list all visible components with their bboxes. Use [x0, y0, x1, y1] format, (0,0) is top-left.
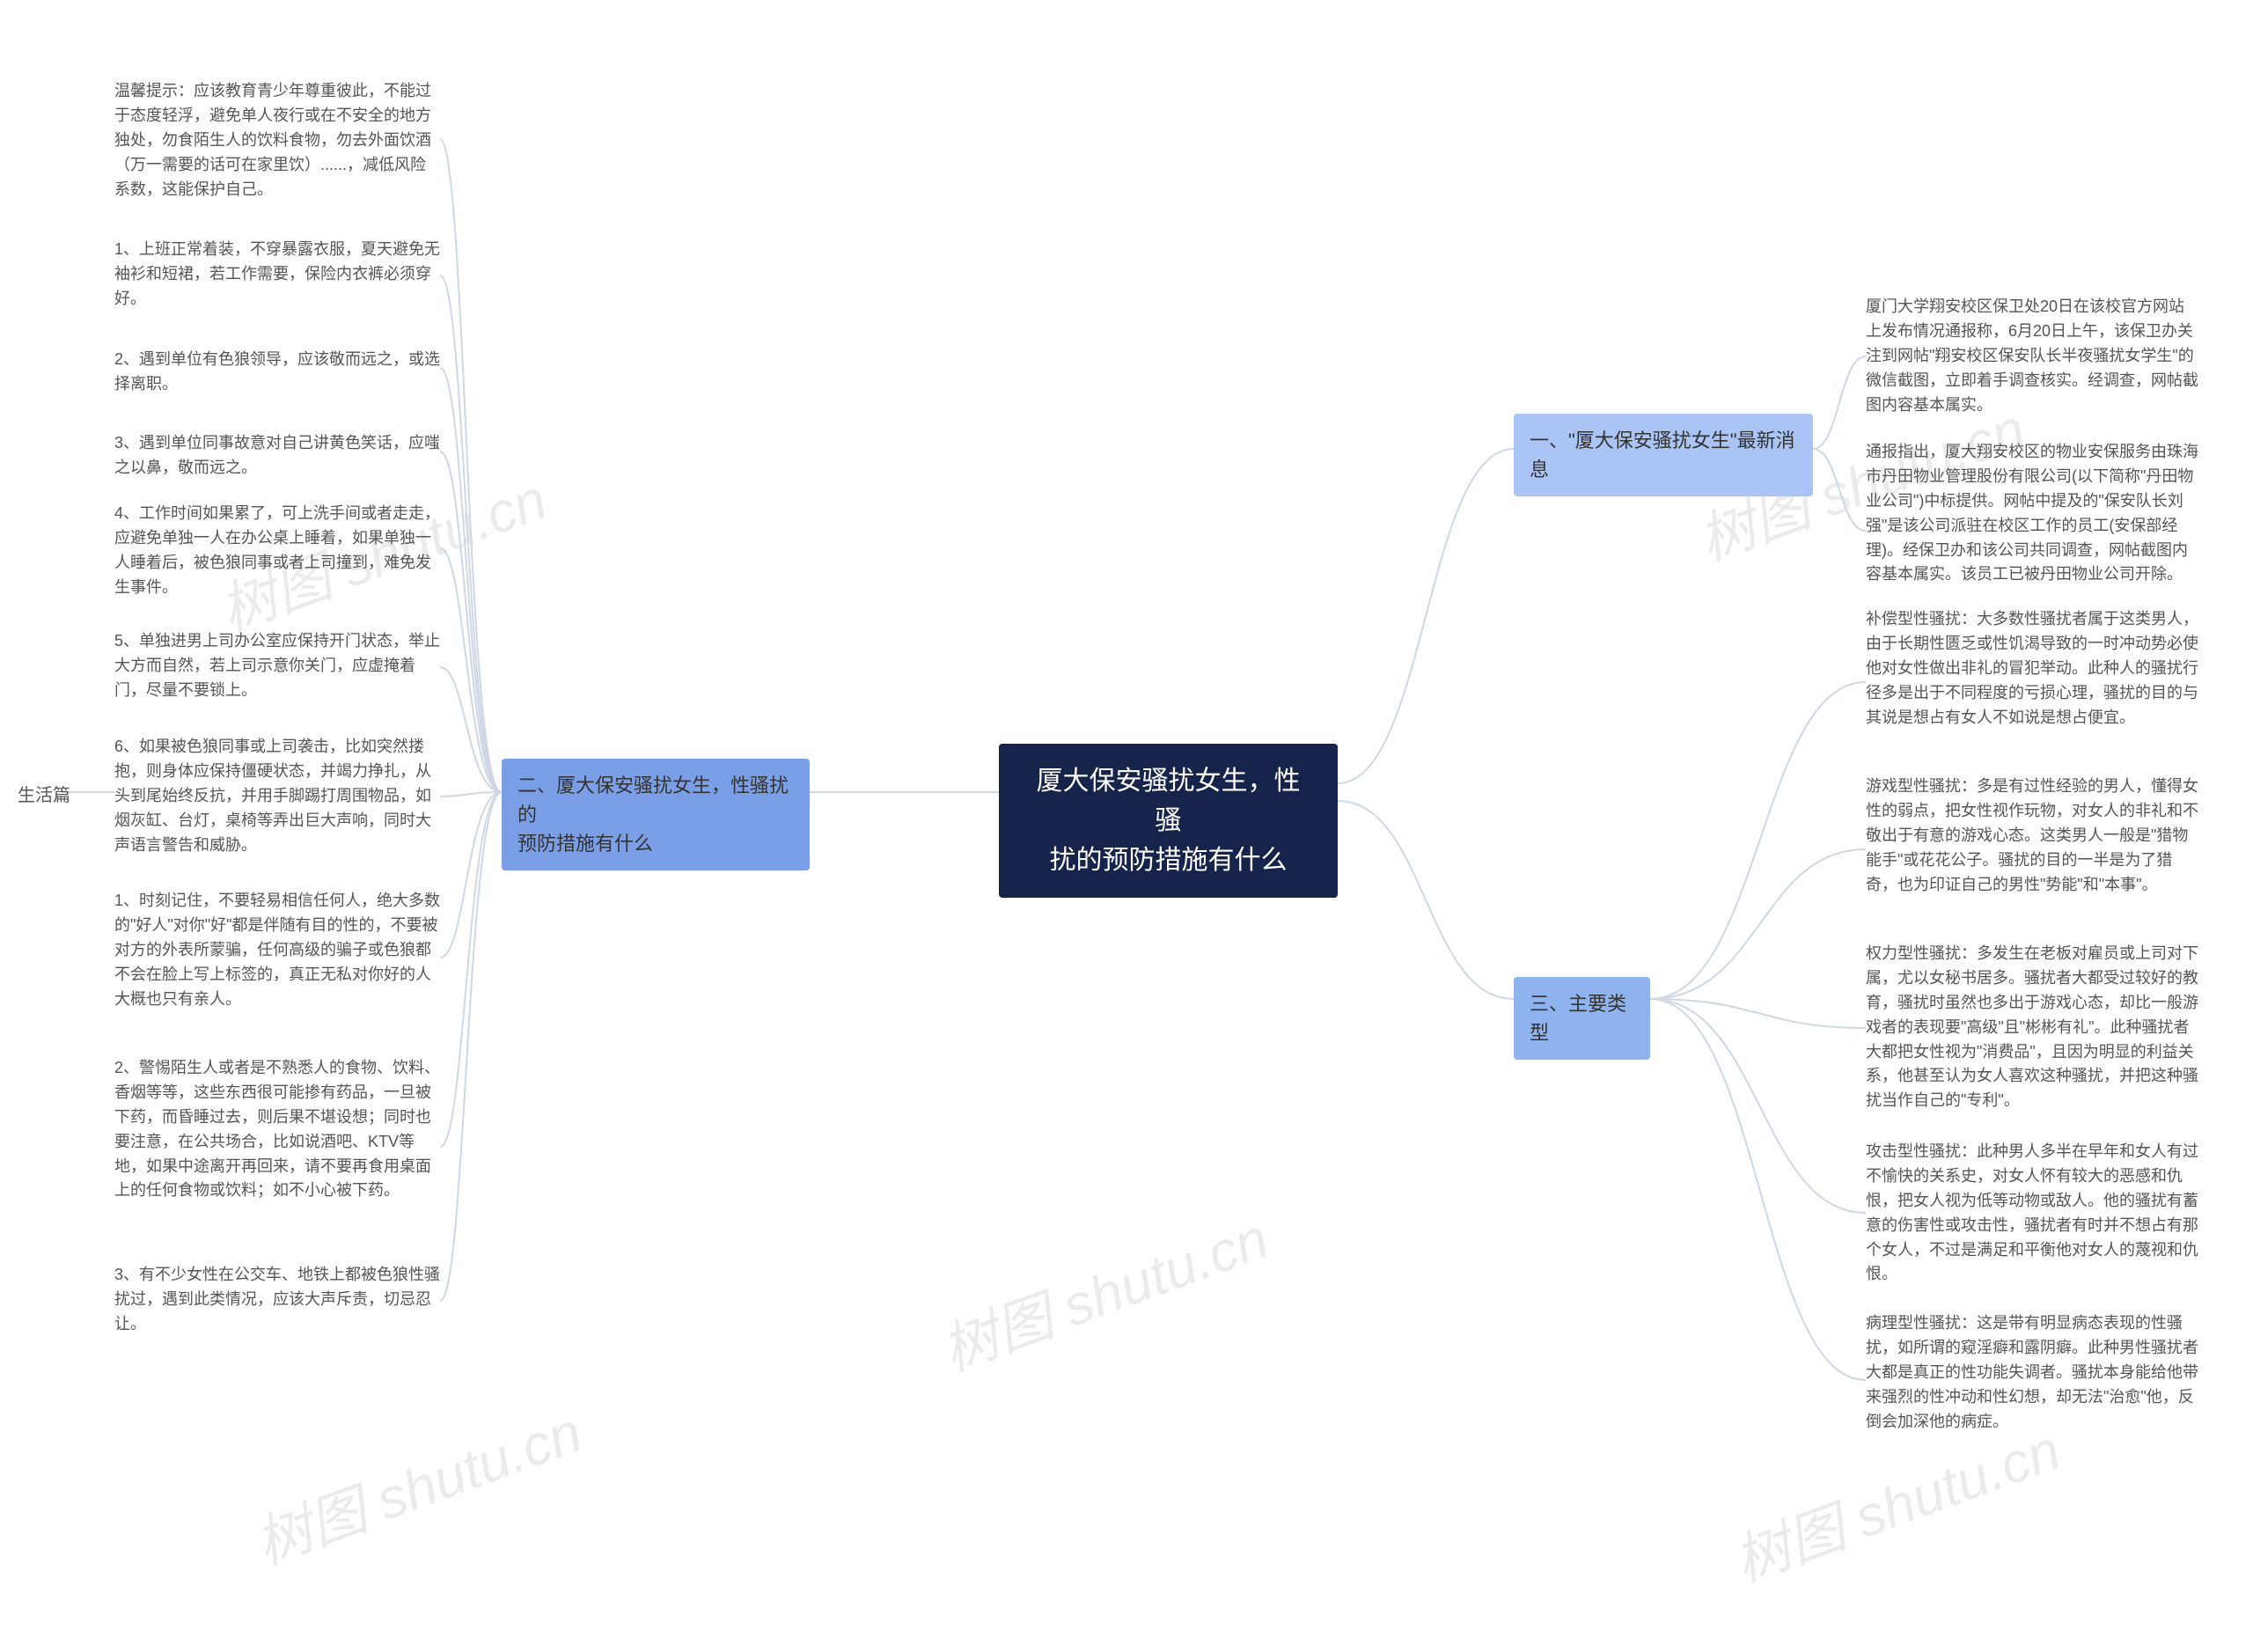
branch-2-leaf-4: 3、遇到单位同事故意对自己讲黄色笑话，应嗤之以鼻，敬而远之。: [114, 431, 440, 481]
branch-1-leaf-1: 厦门大学翔安校区保卫处20日在该校官方网站上发布情况通报称，6月20日上午，该保…: [1866, 295, 2200, 417]
branch-2-leaf-1: 温馨提示：应该教育青少年尊重彼此，不能过于态度轻浮，避免单人夜行或在不安全的地方…: [114, 79, 440, 202]
branch-2-leaf-9: 2、警惕陌生人或者是不熟悉人的食物、饮料、香烟等等，这些东西很可能掺有药品，一旦…: [114, 1056, 440, 1203]
branch-1-line1: 一、"厦大保安骚扰女生"最新消: [1530, 426, 1797, 455]
life-label: 生活篇: [9, 782, 70, 810]
mindmap-root: 厦大保安骚扰女生，性骚 扰的预防措施有什么: [999, 744, 1338, 898]
branch-2-leaf-8: 1、时刻记住，不要轻易相信任何人，绝大多数的"好人"对你"好"都是伴随有目的性的…: [114, 889, 440, 1011]
branch-2-leaf-3: 2、遇到单位有色狼领导，应该敬而远之，或选择离职。: [114, 348, 440, 397]
branch-3-leaf-2: 游戏型性骚扰：多是有过性经验的男人，懂得女性的弱点，把女性视作玩物，对女人的非礼…: [1866, 775, 2200, 897]
branch-3-leaf-5: 病理型性骚扰：这是带有明显病态表现的性骚扰，如所谓的窥淫癖和露阴癖。此种男性骚扰…: [1866, 1311, 2200, 1434]
branch-2-line2: 预防措施有什么: [517, 829, 794, 858]
branch-3-leaf-3: 权力型性骚扰：多发生在老板对雇员或上司对下属，尤以女秘书居多。骚扰者大都受过较好…: [1866, 942, 2200, 1113]
branch-2: 二、厦大保安骚扰女生，性骚扰的 预防措施有什么: [502, 759, 810, 870]
branch-2-leaf-5: 4、工作时间如果累了，可上洗手间或者走走，应避免单独一人在办公桌上睡着，如果单独…: [114, 502, 440, 600]
branch-3-leaf-1: 补偿型性骚扰：大多数性骚扰者属于这类男人，由于长期性匮乏或性饥渴导致的一时冲动势…: [1866, 607, 2200, 730]
branch-1-leaf-2: 通报指出，厦大翔安校区的物业安保服务由珠海市丹田物业管理股份有限公司(以下简称"…: [1866, 440, 2200, 587]
branch-3-leaf-4: 攻击型性骚扰：此种男人多半在早年和女人有过不愉快的关系史，对女人怀有较大的恶感和…: [1866, 1140, 2200, 1287]
branch-2-leaf-7: 6、如果被色狼同事或上司袭击，比如突然搂抱，则身体应保持僵硬状态，并竭力挣扎，从…: [114, 735, 440, 857]
watermark: 树图 shutu.cn: [1721, 1405, 2070, 1597]
branch-2-leaf-10: 3、有不少女性在公交车、地铁上都被色狼性骚扰过，遇到此类情况，应该大声斥责，切忌…: [114, 1263, 440, 1337]
watermark: 树图 shutu.cn: [929, 1193, 1278, 1386]
branch-2-line1: 二、厦大保安骚扰女生，性骚扰的: [517, 771, 794, 829]
branch-1-line2: 息: [1530, 455, 1797, 484]
branch-2-leaf-2: 1、上班正常着装，不穿暴露衣服，夏天避免无袖衫和短裙，若工作需要，保险内衣裤必须…: [114, 238, 440, 312]
watermark: 树图 shutu.cn: [243, 1387, 591, 1580]
root-line2: 扰的预防措施有什么: [1025, 841, 1311, 880]
root-line1: 厦大保安骚扰女生，性骚: [1025, 761, 1311, 841]
branch-1: 一、"厦大保安骚扰女生"最新消 息: [1514, 414, 1813, 496]
branch-3: 三、主要类型: [1514, 977, 1650, 1060]
branch-2-leaf-6: 5、单独进男上司办公室应保持开门状态，举止大方而自然，若上司示意你关门，应虚掩着…: [114, 629, 440, 703]
